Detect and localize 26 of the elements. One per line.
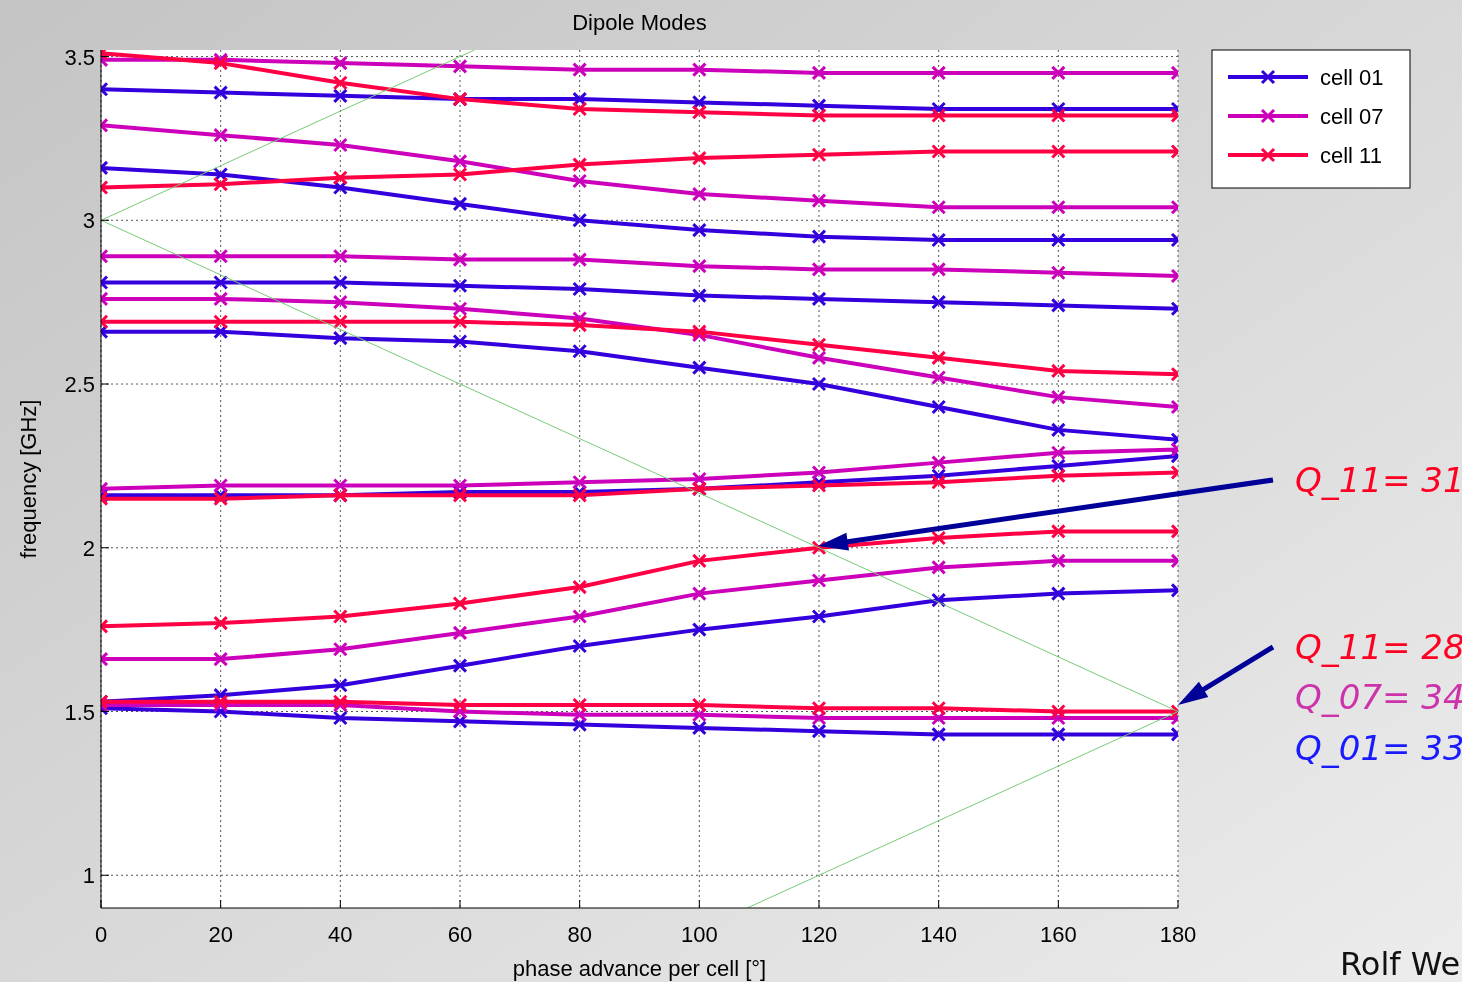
x-tick-label: 180	[1159, 922, 1197, 947]
y-tick-label: 1	[82, 863, 95, 889]
text: Q_07= 34	[1295, 677, 1462, 717]
text: Q_11= 31	[1295, 460, 1462, 500]
y-tick-label: 3.5	[64, 44, 95, 70]
x-tick-label: 160	[1039, 922, 1077, 947]
x-tick-label: 60	[447, 922, 473, 947]
chart-title: Dipole Modes	[572, 10, 707, 35]
y-tick-label: 2.5	[64, 372, 95, 398]
y-axis-title: frequency [GHz]	[16, 399, 41, 559]
x-tick-label: 100	[680, 922, 718, 947]
x-axis-title: phase advance per cell [°]	[512, 956, 767, 981]
x-tick-label: 0	[94, 922, 108, 947]
text: Q_01= 33	[1295, 728, 1462, 768]
legend-label: cell 07	[1320, 104, 1384, 129]
x-tick-label: 40	[328, 922, 353, 947]
y-tick-label: 2	[82, 535, 95, 561]
legend-label: cell 01	[1320, 65, 1384, 90]
x-tick-label: 140	[920, 922, 958, 947]
x-tick-label: 20	[208, 922, 233, 947]
y-tick-label: 3	[82, 208, 95, 234]
legend-label: cell 11	[1320, 143, 1382, 168]
y-tick-label: 1.5	[64, 699, 95, 725]
x-tick-label: 120	[800, 922, 838, 947]
text: Rolf We	[1340, 945, 1461, 982]
x-tick-label: 80	[567, 922, 592, 947]
